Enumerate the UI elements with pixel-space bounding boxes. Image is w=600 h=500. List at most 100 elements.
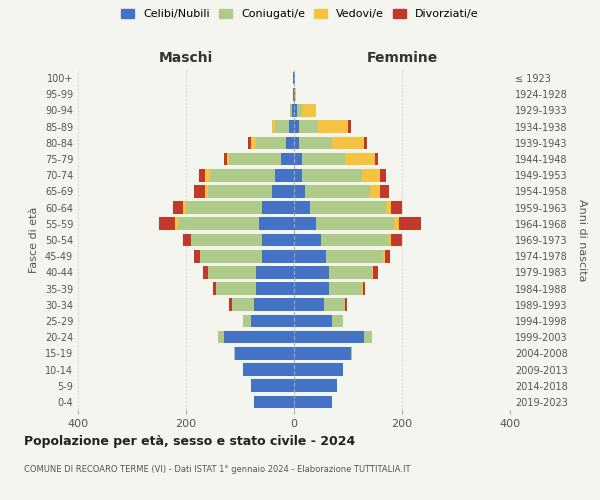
Bar: [310, 202, 386, 214]
Bar: [346, 152, 375, 166]
Bar: [194, 185, 205, 198]
Bar: [391, 234, 402, 246]
Bar: [324, 298, 346, 311]
Bar: [235, 347, 294, 360]
Bar: [224, 331, 294, 344]
Text: Maschi: Maschi: [159, 51, 213, 65]
Bar: [251, 314, 294, 328]
Bar: [329, 282, 361, 295]
Bar: [389, 234, 391, 246]
Bar: [294, 104, 296, 117]
Bar: [375, 152, 378, 166]
Bar: [332, 314, 343, 328]
Y-axis label: Anni di nascita: Anni di nascita: [577, 198, 587, 281]
Bar: [200, 250, 262, 262]
Bar: [329, 266, 372, 278]
Bar: [302, 169, 361, 181]
Bar: [364, 331, 372, 344]
Bar: [286, 136, 294, 149]
Bar: [302, 104, 316, 117]
Bar: [184, 234, 191, 246]
Bar: [272, 120, 275, 133]
Bar: [205, 185, 208, 198]
Bar: [350, 347, 352, 360]
Bar: [213, 282, 216, 295]
Bar: [293, 88, 294, 101]
Bar: [227, 152, 229, 166]
Bar: [275, 169, 294, 181]
Bar: [293, 72, 294, 85]
Bar: [292, 104, 294, 117]
Bar: [232, 298, 254, 311]
Bar: [386, 202, 391, 214]
Bar: [208, 185, 272, 198]
Bar: [294, 88, 295, 101]
Bar: [321, 234, 389, 246]
Bar: [259, 218, 294, 230]
Bar: [290, 104, 292, 117]
Bar: [243, 314, 251, 328]
Bar: [256, 282, 294, 295]
Bar: [262, 250, 294, 262]
Bar: [372, 266, 373, 278]
Bar: [294, 282, 329, 295]
Bar: [224, 152, 227, 166]
Bar: [272, 185, 294, 198]
Bar: [229, 152, 281, 166]
Bar: [373, 266, 378, 278]
Bar: [296, 104, 302, 117]
Bar: [364, 136, 367, 149]
Bar: [205, 169, 211, 181]
Bar: [362, 282, 365, 295]
Bar: [281, 152, 294, 166]
Bar: [254, 396, 294, 408]
Bar: [305, 185, 370, 198]
Bar: [294, 185, 305, 198]
Bar: [294, 169, 302, 181]
Bar: [391, 202, 402, 214]
Bar: [294, 218, 316, 230]
Bar: [294, 266, 329, 278]
Bar: [299, 120, 318, 133]
Bar: [191, 234, 262, 246]
Bar: [370, 185, 380, 198]
Text: COMUNE DI RECOARO TERME (VI) - Dati ISTAT 1° gennaio 2024 - Elaborazione TUTTITA: COMUNE DI RECOARO TERME (VI) - Dati ISTA…: [24, 465, 410, 474]
Bar: [294, 363, 343, 376]
Text: Femmine: Femmine: [367, 51, 437, 65]
Bar: [254, 298, 294, 311]
Bar: [199, 169, 205, 181]
Bar: [385, 250, 390, 262]
Bar: [383, 250, 385, 262]
Bar: [400, 218, 421, 230]
Bar: [319, 120, 348, 133]
Bar: [332, 136, 364, 149]
Bar: [262, 202, 294, 214]
Bar: [294, 250, 326, 262]
Bar: [275, 120, 289, 133]
Bar: [175, 218, 178, 230]
Bar: [361, 169, 380, 181]
Bar: [262, 234, 294, 246]
Bar: [294, 72, 295, 85]
Bar: [294, 396, 332, 408]
Bar: [380, 169, 386, 181]
Bar: [294, 314, 332, 328]
Bar: [294, 298, 324, 311]
Bar: [186, 202, 262, 214]
Legend: Celibi/Nubili, Coniugati/e, Vedovi/e, Divorziati/e: Celibi/Nubili, Coniugati/e, Vedovi/e, Di…: [118, 6, 482, 22]
Bar: [229, 298, 232, 311]
Bar: [218, 331, 224, 344]
Bar: [294, 202, 310, 214]
Bar: [316, 218, 394, 230]
Bar: [184, 202, 186, 214]
Bar: [203, 266, 208, 278]
Bar: [294, 234, 321, 246]
Bar: [256, 136, 286, 149]
Bar: [294, 136, 299, 149]
Bar: [256, 266, 294, 278]
Bar: [289, 120, 294, 133]
Text: Popolazione per età, sesso e stato civile - 2024: Popolazione per età, sesso e stato civil…: [24, 435, 355, 448]
Bar: [348, 120, 350, 133]
Bar: [299, 136, 332, 149]
Bar: [211, 169, 275, 181]
